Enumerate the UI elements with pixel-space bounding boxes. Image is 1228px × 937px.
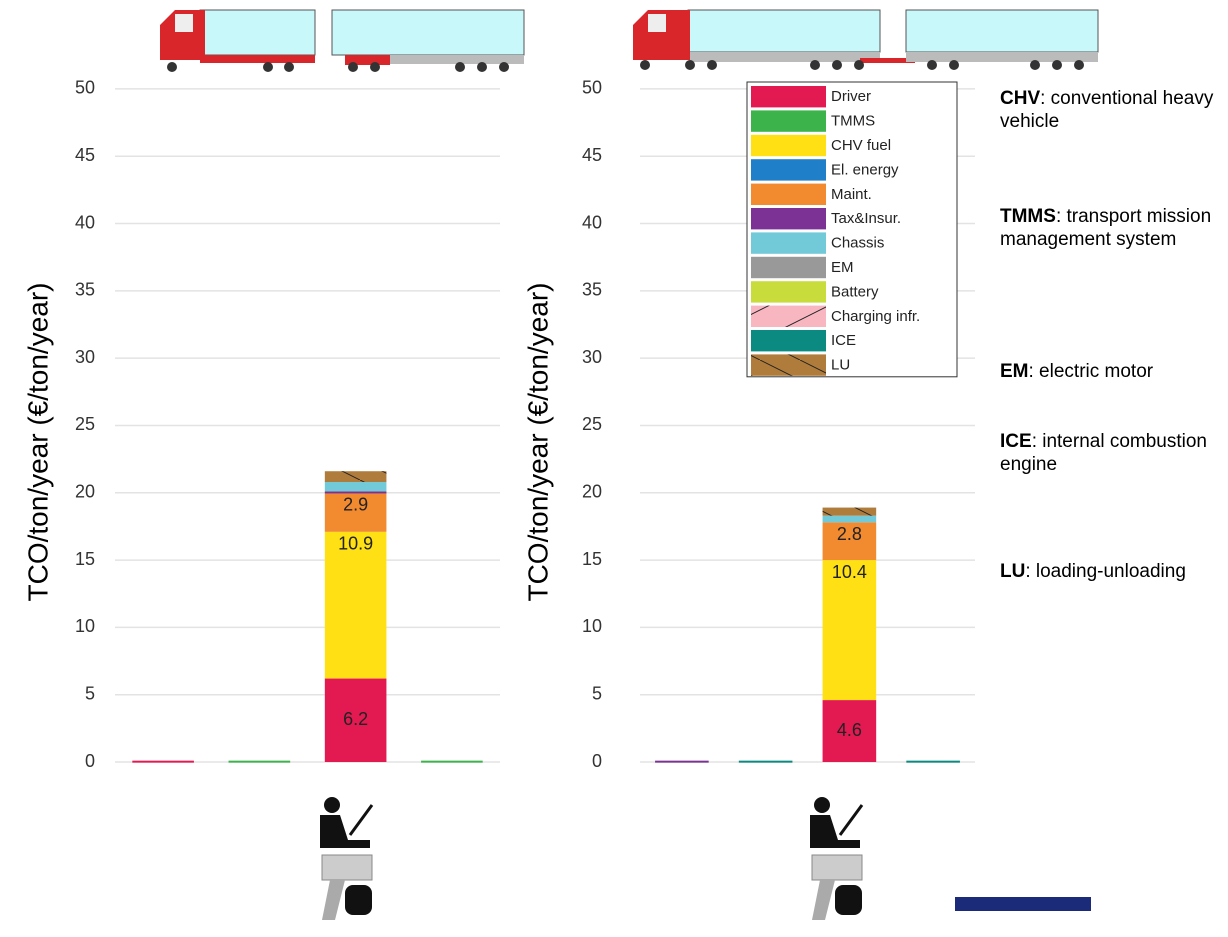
value-label: 4.6 — [837, 720, 862, 740]
bar-segment — [906, 760, 960, 763]
legend-swatch — [751, 183, 826, 205]
note-text: : loading-unloading — [1025, 561, 1186, 582]
bar-segment — [324, 491, 387, 494]
legend-label: CHV fuel — [831, 137, 891, 154]
y-tick-label: 25 — [75, 414, 95, 434]
bar-segment — [738, 760, 793, 763]
legend-label: Battery — [831, 283, 879, 300]
note-text: : internal combustion engine — [1000, 431, 1208, 475]
y-axis-label: TCO/ton/year (€/ton/year) — [22, 282, 53, 601]
y-axis-label: TCO/ton/year (€/ton/year) — [522, 282, 553, 601]
y-tick-label: 35 — [75, 280, 95, 300]
legend-swatch — [751, 159, 826, 181]
value-label: 2.8 — [837, 524, 862, 544]
note-term: TMMS — [1000, 206, 1056, 227]
note-text: : electric motor — [1028, 361, 1154, 382]
driver-icon-left — [320, 797, 374, 920]
bar-segment — [822, 560, 877, 701]
legend-swatch — [751, 208, 826, 230]
bar-segment — [822, 522, 877, 561]
legend-hatch — [751, 354, 826, 376]
legend-swatch — [751, 86, 826, 108]
truck-icon-right — [633, 9, 1099, 70]
legend-label: Chassis — [831, 235, 884, 252]
y-tick-label: 40 — [75, 212, 95, 232]
bar-segment — [324, 492, 387, 532]
legend-label: TMMS — [831, 113, 875, 130]
y-tick-label: 30 — [582, 347, 602, 367]
legend-swatch — [751, 232, 826, 254]
note: ICE: internal combustion engine — [1000, 430, 1225, 476]
y-tick-label: 35 — [582, 280, 602, 300]
note-term: CHV — [1000, 88, 1041, 109]
note-text: : conventional heavy vehicle — [1000, 88, 1214, 132]
legend-label: El. energy — [831, 161, 899, 178]
y-tick-label: 20 — [582, 482, 602, 502]
y-tick-label: 15 — [75, 549, 95, 569]
note-term: EM — [1000, 361, 1029, 382]
y-tick-label: 10 — [75, 616, 95, 636]
logo-bar — [955, 897, 1091, 911]
legend-hatch — [751, 305, 826, 327]
note-text: : transport mission management system — [1000, 206, 1212, 250]
y-tick-label: 50 — [75, 78, 95, 98]
bar-segment — [655, 760, 709, 763]
note-term: ICE — [1000, 431, 1032, 452]
value-label: 6.2 — [343, 709, 368, 729]
value-label: 10.4 — [832, 562, 867, 582]
y-tick-label: 45 — [75, 145, 95, 165]
note: EM: electric motor — [1000, 360, 1225, 383]
truck-icon-left — [160, 9, 525, 72]
y-tick-label: 0 — [85, 751, 95, 771]
bar-segment — [324, 678, 387, 762]
legend-swatch — [751, 281, 826, 303]
legend-label: Driver — [831, 88, 871, 105]
bar-segment — [421, 760, 483, 763]
y-tick-label: 30 — [75, 347, 95, 367]
bar-segment — [132, 760, 194, 763]
y-tick-label: 25 — [582, 414, 602, 434]
value-label: 10.9 — [338, 534, 373, 554]
bar-hatch — [324, 471, 387, 482]
bar-segment — [228, 760, 291, 763]
note: LU: loading-unloading — [1000, 560, 1225, 583]
y-tick-label: 20 — [75, 482, 95, 502]
y-tick-label: 10 — [582, 616, 602, 636]
legend-label: Tax&Insur. — [831, 210, 901, 227]
bar-segment — [324, 531, 387, 679]
note: TMMS: transport mission management syste… — [1000, 205, 1225, 251]
y-tick-label: 15 — [582, 549, 602, 569]
note-term: LU — [1000, 561, 1026, 582]
y-tick-label: 50 — [582, 78, 602, 98]
legend-label: ICE — [831, 332, 856, 349]
note: CHV: conventional heavy vehicle — [1000, 87, 1225, 133]
bar-segment — [822, 700, 877, 762]
bar-segment — [324, 482, 387, 492]
legend-label: Maint. — [831, 186, 872, 203]
value-label: 2.9 — [343, 495, 368, 515]
legend-swatch — [751, 256, 826, 279]
y-tick-label: 5 — [592, 683, 602, 703]
legend-swatch — [751, 134, 826, 157]
y-tick-label: 40 — [582, 212, 602, 232]
bar-segment — [822, 515, 877, 523]
legend-label: LU — [831, 357, 850, 374]
legend-swatch — [751, 110, 826, 132]
y-tick-label: 45 — [582, 145, 602, 165]
bar-hatch — [822, 507, 877, 516]
legend-label: EM — [831, 259, 854, 276]
driver-icon-right — [810, 797, 864, 920]
y-tick-label: 5 — [85, 683, 95, 703]
legend-swatch — [751, 330, 826, 352]
y-tick-label: 0 — [592, 751, 602, 771]
legend-label: Charging infr. — [831, 308, 920, 325]
